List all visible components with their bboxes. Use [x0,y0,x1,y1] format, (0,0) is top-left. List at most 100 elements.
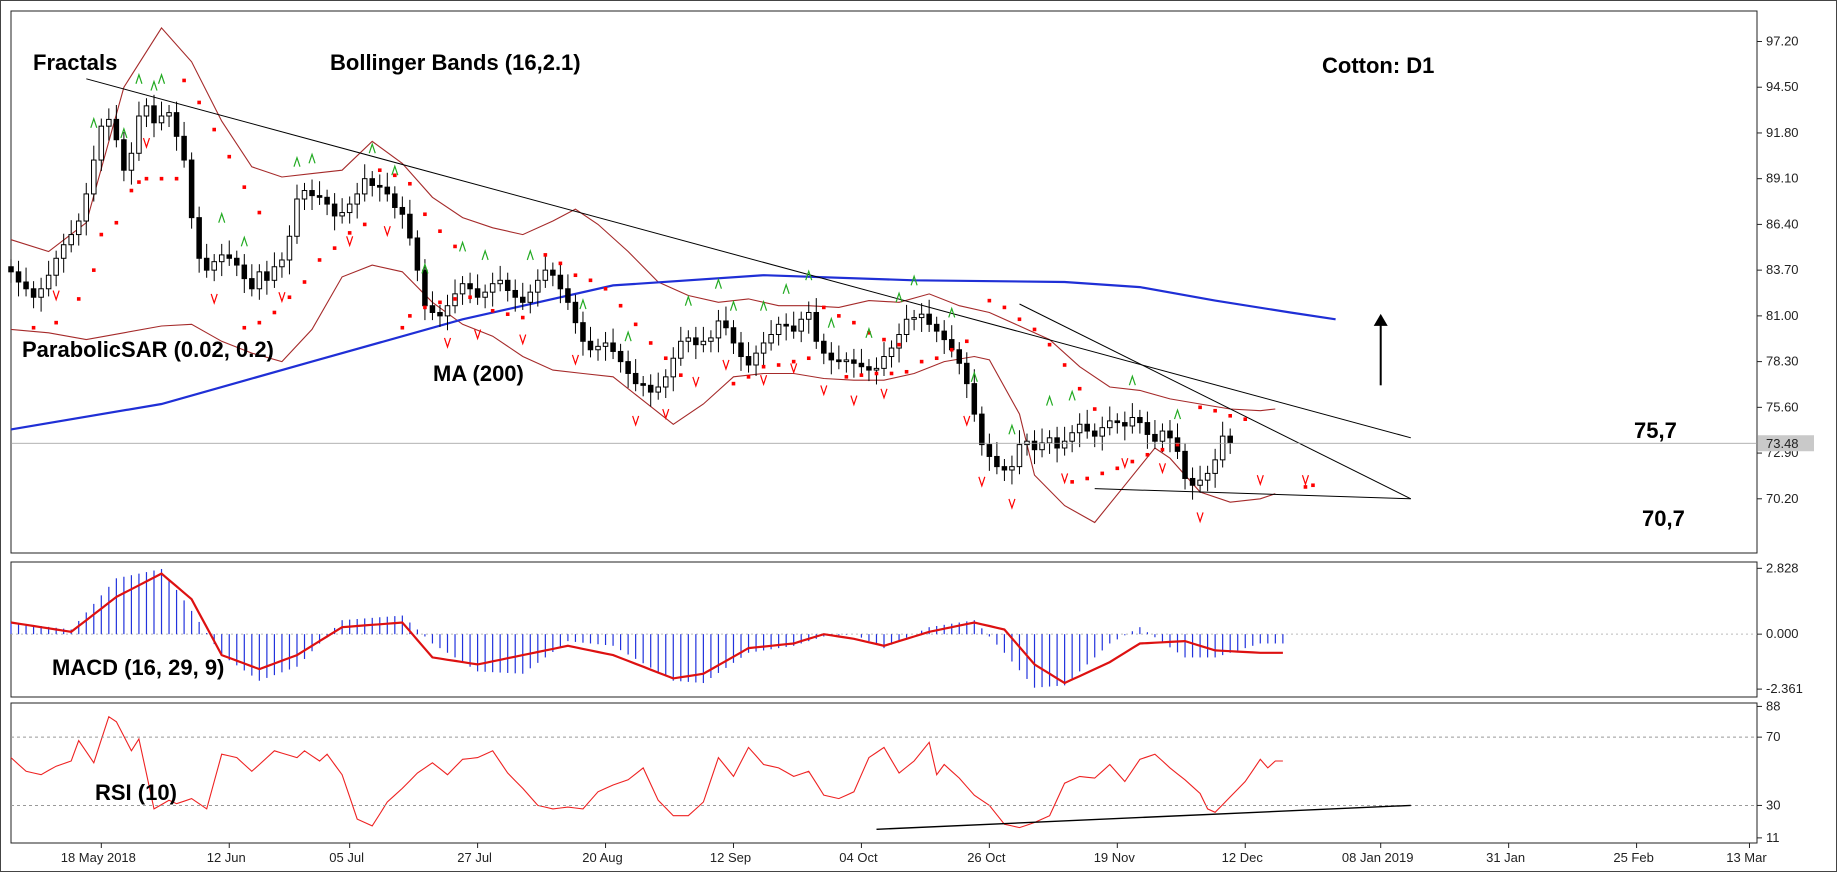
candle-bear [264,271,270,281]
candle-bull [1046,437,1053,444]
candle-bear [550,269,556,276]
fractal-down-marker [1301,474,1310,487]
sar-dot [490,308,495,313]
candle-bear [1031,440,1038,451]
fractal-up-marker [1068,389,1076,401]
candle-bull [753,352,759,366]
sar-dot [227,154,232,159]
candle-bear [241,264,248,280]
chart-title: Cotton: D1 [1322,53,1434,78]
candle-bear [821,340,827,354]
candle-bull [602,342,609,347]
candle-bear [790,325,797,332]
candle-bear [429,305,436,313]
sar-dot [257,320,262,325]
candle-bear [474,288,481,298]
fractal-down-marker [443,337,452,349]
candle-bull [286,235,293,261]
fractal-down-marker [519,334,527,346]
sar-dot [317,258,322,262]
candle-bear [1189,477,1196,486]
fractal-up-marker [910,274,918,286]
sar-dot [91,268,96,272]
fractal-down-marker [278,292,286,304]
sar-dot [558,261,563,266]
sar-dot [1115,466,1120,471]
candle-bear [956,349,963,364]
candle-bear [1144,422,1151,435]
candle-bull [700,340,707,346]
sar-dot [874,371,879,376]
candle-bull [38,288,44,298]
sar-dot [453,297,457,301]
candle-bear [632,372,639,385]
sar-dot [31,325,36,330]
candle-bear [113,118,120,141]
candle-bear [399,206,406,215]
candle-bear [1137,417,1143,424]
sar-dot [1100,471,1105,476]
candle-bull [158,115,165,124]
candle-bear [520,296,526,303]
candle-bull [715,320,722,339]
sar-dot [302,280,307,284]
sar-dot [99,232,104,237]
fractal-up-marker [240,235,248,247]
y-tick-label: 81.00 [1766,308,1799,323]
fractal-up-marker [729,299,738,311]
annotation-rsi: RSI (10) [95,780,177,805]
x-tick-label: 08 Jan 2019 [1342,850,1414,865]
fractal-down-marker [1196,512,1204,524]
sar-dot [1228,414,1232,418]
sar-dot [408,314,412,318]
candle-bull [678,340,684,359]
y-tick-label: -2.361 [1766,681,1803,696]
candle-bull [166,112,172,117]
sar-dot [197,100,201,105]
sar-dot [837,314,841,318]
candle-bear [437,311,443,317]
sar-dot [408,181,412,186]
fractal-up-marker [90,116,98,128]
fractal-up-marker [458,240,467,252]
candle-bull [271,266,278,281]
x-tick-label: 25 Feb [1613,850,1653,865]
candle-bull [655,386,661,393]
candle-bull [91,159,97,195]
candle-bear [234,257,240,266]
candle-bear [1152,433,1158,442]
sar-dot [1243,417,1248,421]
candle-bear [979,413,985,446]
candle-bear [971,383,978,415]
annotation-fractals: Fractals [33,50,117,75]
candle-bull [482,291,488,298]
fractal-down-marker [1158,463,1167,475]
sar-dot [362,222,367,227]
sar-dot [1130,459,1135,464]
candle-bull [211,261,217,271]
candle-bull [1009,466,1015,471]
candle-bear [30,288,37,298]
candle-bear [331,203,338,217]
candle-bear [783,323,789,327]
candle-bull [294,198,300,237]
candle-bear [580,322,586,342]
y-tick-label: 91.80 [1766,125,1799,140]
annotation-sar: ParabolicSAR (0.02, 0.2) [22,337,274,362]
sar-dot [844,375,849,379]
candle-bear [964,362,970,385]
candle-bear [1084,423,1090,432]
candle-bull [98,125,105,161]
fractal-down-marker [210,293,218,305]
fractal-down-marker [142,137,151,150]
candle-bear [625,361,631,374]
candle-bear [647,384,654,393]
fractal-up-marker [714,277,723,289]
sar-dot [633,322,638,327]
fractal-up-marker [150,79,158,91]
candle-bull [662,376,669,388]
y-tick-label: 78.30 [1766,354,1799,369]
sar-dot [242,185,247,189]
current-price-label: 73.48 [1766,436,1799,451]
candle-bull [218,254,225,263]
